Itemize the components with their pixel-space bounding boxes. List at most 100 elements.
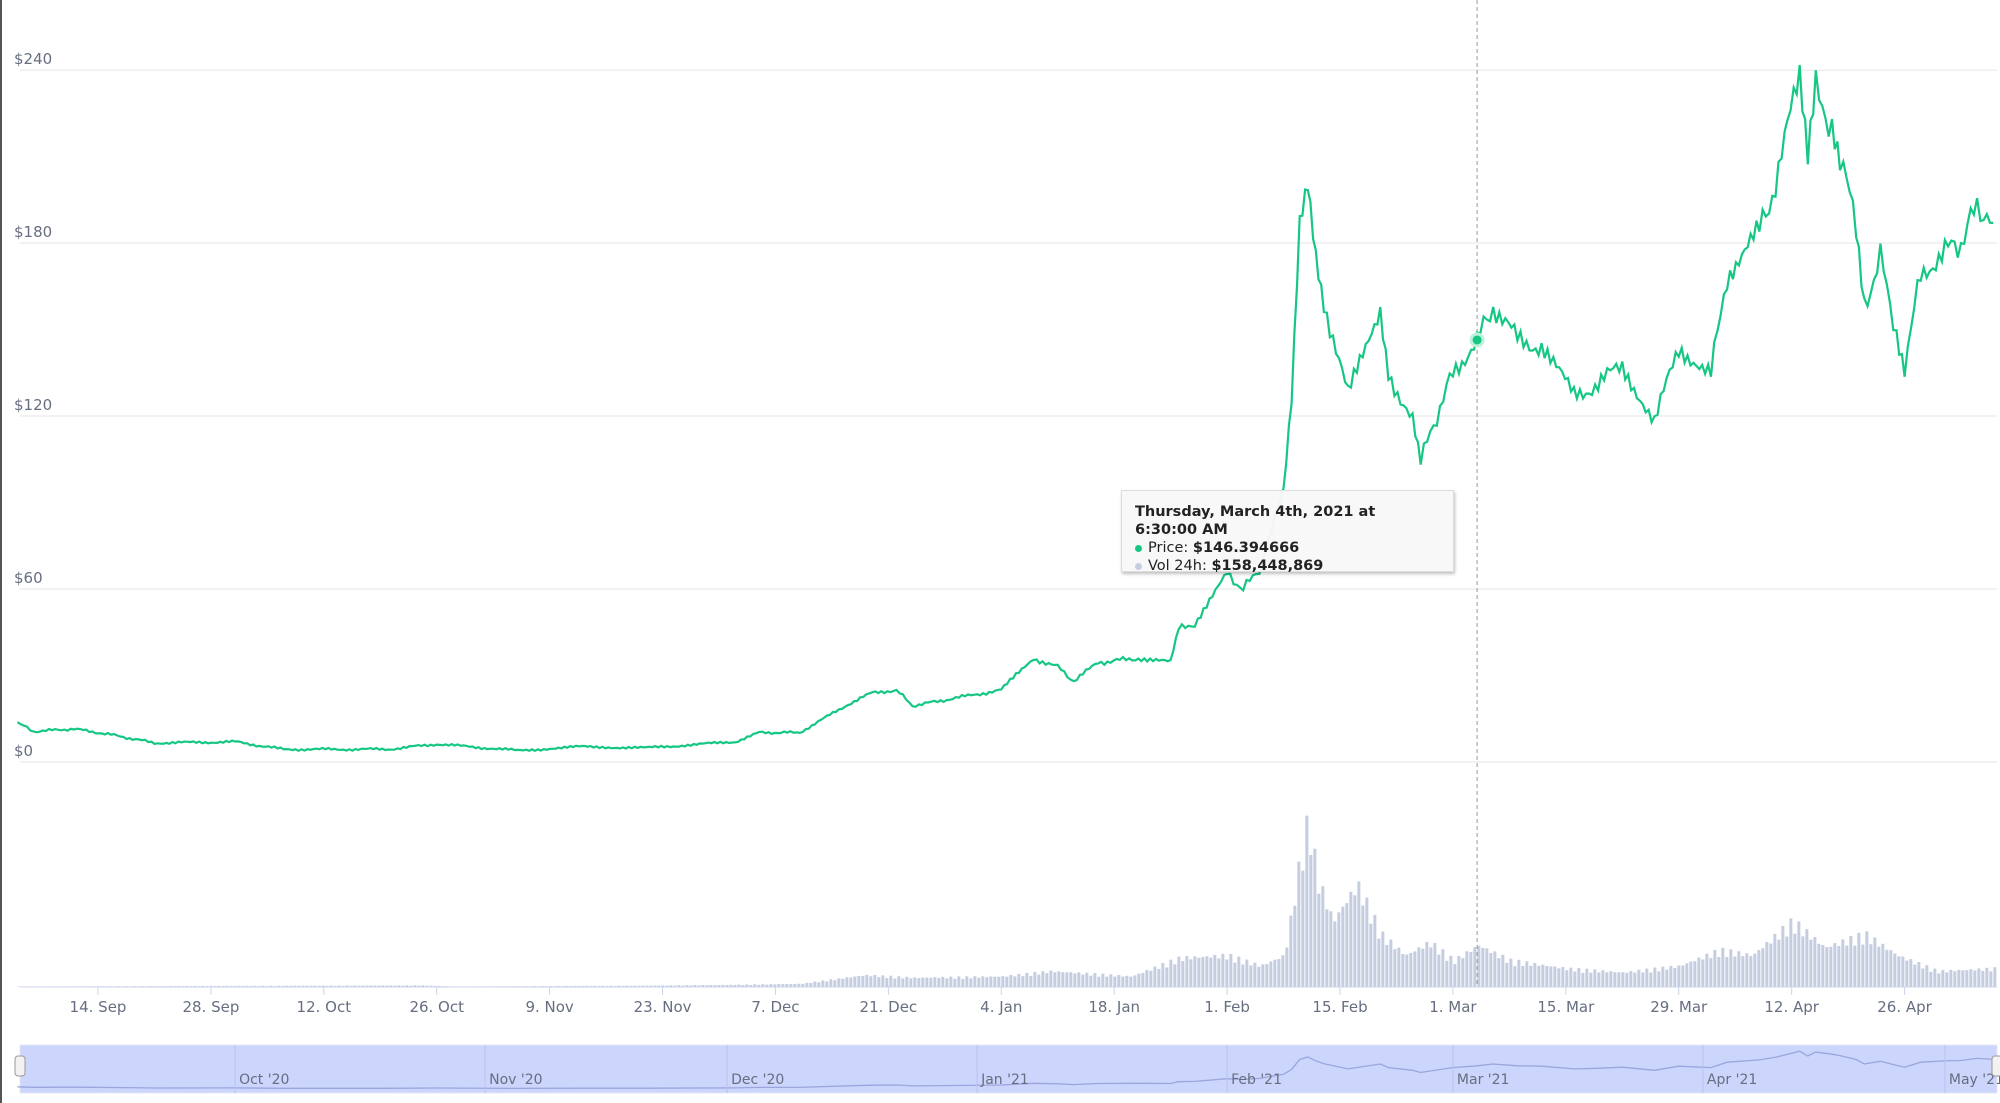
volume-bar xyxy=(1045,973,1049,987)
volume-bar xyxy=(653,985,657,987)
volume-bar xyxy=(1945,972,1949,987)
volume-bar xyxy=(1033,971,1037,987)
navigator[interactable]: Oct '20 Nov '20 Dec '20 Jan '21 Feb '21 Mar '… xyxy=(14,1044,2000,1094)
volume-bar xyxy=(777,984,781,987)
volume-bar xyxy=(1505,962,1509,987)
volume-bar xyxy=(1313,848,1317,987)
volume-bar xyxy=(1073,973,1077,987)
volume-bar xyxy=(1193,956,1197,987)
volume-bar xyxy=(1105,976,1109,987)
volume-bar xyxy=(661,985,665,987)
volume-bar xyxy=(1437,954,1441,987)
volume-bar xyxy=(885,978,889,987)
volume-bar xyxy=(321,985,325,987)
volume-bar xyxy=(1273,959,1277,987)
volume-bar xyxy=(565,985,569,987)
volume-bar xyxy=(1905,960,1909,987)
volume-bar xyxy=(1621,972,1625,987)
volume-bar xyxy=(797,983,801,987)
volume-bar xyxy=(737,984,741,987)
volume-bar xyxy=(1145,970,1149,987)
volume-bar xyxy=(1553,966,1557,987)
volume-bar xyxy=(1697,957,1701,987)
volume-bar xyxy=(209,985,213,987)
volume-bar xyxy=(277,985,281,987)
y-tick-label: $240 xyxy=(14,50,52,68)
volume-bar xyxy=(609,985,613,987)
volume-bar xyxy=(605,985,609,987)
volume-bar xyxy=(965,976,969,987)
volume-bar xyxy=(281,985,285,987)
volume-bar xyxy=(1413,951,1417,987)
volume-bar xyxy=(1197,957,1201,987)
volume-bar xyxy=(369,985,373,987)
volume-bar xyxy=(1861,944,1865,987)
volume-bar xyxy=(1981,970,1985,987)
navigator-left-handle[interactable] xyxy=(14,1055,26,1077)
volume-bar xyxy=(1657,971,1661,987)
volume-bar xyxy=(1837,946,1841,987)
volume-bar xyxy=(1321,886,1325,987)
volume-bar xyxy=(1765,942,1769,987)
volume-bar xyxy=(361,985,365,987)
volume-bar xyxy=(821,980,825,987)
volume-bar xyxy=(1489,953,1493,987)
volume-bar xyxy=(1257,966,1261,987)
tooltip-price-row: Price: $146.394666 xyxy=(1135,539,1440,557)
volume-bar xyxy=(1337,912,1341,987)
volume-bar xyxy=(1833,943,1837,987)
y-axis-labels: $0 $60 $120 $180 $240 xyxy=(14,50,52,760)
volume-bar xyxy=(285,985,289,987)
price-dot-icon xyxy=(1135,544,1142,552)
volume-bar xyxy=(1845,945,1849,987)
volume-bar xyxy=(677,985,681,987)
volume-bar xyxy=(933,977,937,987)
volume-bar xyxy=(1229,953,1233,987)
volume-bar xyxy=(1373,914,1377,987)
volume-bar xyxy=(1881,943,1885,987)
volume-bar xyxy=(925,977,929,987)
price-series xyxy=(16,64,1994,753)
volume-bar xyxy=(589,985,593,987)
volume-bar xyxy=(309,985,313,987)
volume-bar xyxy=(901,978,905,987)
volume-bar xyxy=(1733,956,1737,987)
volume-bar xyxy=(1889,950,1893,987)
volume-bar xyxy=(849,977,853,987)
x-tick-label: 26. Oct xyxy=(409,998,464,1016)
volume-bar xyxy=(337,985,341,987)
volume-bar xyxy=(709,984,713,987)
volume-bar xyxy=(373,985,377,987)
volume-bar xyxy=(725,984,729,987)
volume-bar xyxy=(1753,953,1757,987)
volume-bar xyxy=(1841,939,1845,987)
volume-bar xyxy=(1857,932,1861,987)
volume-bar xyxy=(1785,936,1789,987)
volume-bar xyxy=(1217,958,1221,987)
volume-bar xyxy=(1585,968,1589,987)
volume-bar xyxy=(1537,965,1541,987)
volume-bar xyxy=(1401,954,1405,987)
navigator-right-handle[interactable] xyxy=(1991,1055,2000,1077)
volume-bar xyxy=(1789,918,1793,987)
volume-bar xyxy=(393,985,397,987)
volume-bar xyxy=(1985,967,1989,987)
volume-bar xyxy=(1057,971,1061,987)
tooltip-volume-value: $158,448,869 xyxy=(1211,558,1324,574)
volume-bar xyxy=(1745,953,1749,987)
volume-bar xyxy=(937,978,941,987)
volume-bar xyxy=(1081,974,1085,987)
volume-bar xyxy=(1637,969,1641,987)
volume-bar xyxy=(633,985,637,987)
volume-bar xyxy=(1465,951,1469,987)
volume-bar xyxy=(1629,971,1633,987)
volume-bar xyxy=(1849,935,1853,987)
volume-bar xyxy=(1589,972,1593,987)
volume-bar xyxy=(713,985,717,987)
volume-bar xyxy=(1937,973,1941,987)
volume-bar xyxy=(1385,944,1389,987)
volume-bar xyxy=(1821,945,1825,987)
x-tick-label: 9. Nov xyxy=(525,998,573,1016)
tooltip: Thursday, March 4th, 2021 at 6:30:00 AM … xyxy=(1121,490,1454,574)
